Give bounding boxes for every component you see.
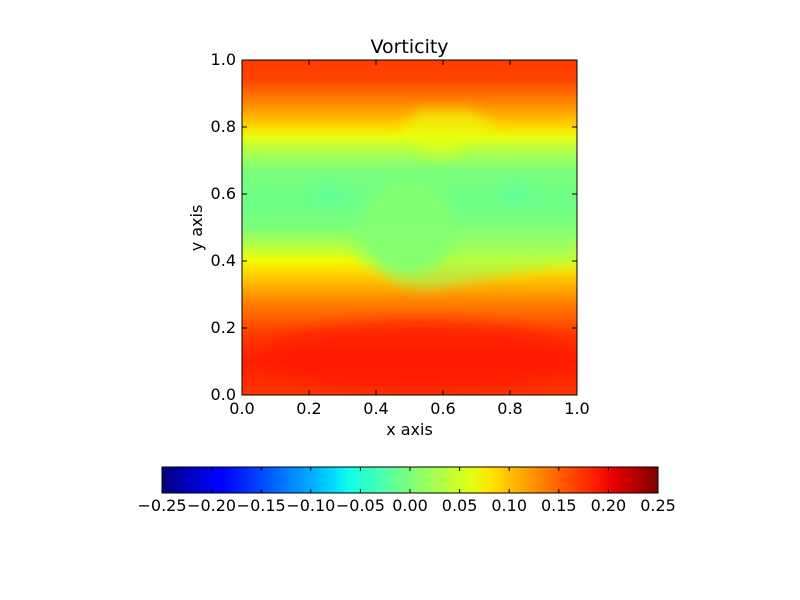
colorbar-tick-labels: −0.25 −0.20 −0.15 −0.10 −0.05 0.00 0.05 …	[137, 496, 675, 515]
y-tick-label: 0.6	[211, 184, 236, 203]
colorbar-tick-label: 0.25	[640, 496, 676, 515]
colorbar-ticks	[161, 467, 659, 493]
heatmap-vortex-left	[280, 167, 380, 223]
y-tick-label: 0.8	[211, 117, 236, 136]
x-tick-label: 0.4	[363, 399, 388, 418]
x-tick-label: 0.8	[497, 399, 522, 418]
heatmap-red-core	[260, 320, 577, 390]
colorbar-tick-label: 0.05	[442, 496, 478, 515]
heatmap-obstacle	[362, 180, 456, 274]
colorbar-tick-label: −0.05	[336, 496, 385, 515]
x-tick-label: 1.0	[564, 399, 589, 418]
x-tick-label: 0.0	[229, 399, 254, 418]
colorbar	[161, 466, 659, 494]
colorbar-tick-label: 0.20	[591, 496, 627, 515]
heatmap-field	[242, 60, 577, 395]
x-tick-label: 0.2	[296, 399, 321, 418]
colorbar-tick-label: 0.15	[541, 496, 577, 515]
plot-frame	[241, 59, 578, 396]
heatmap-wake-upper	[400, 110, 500, 156]
colorbar-tick-label: 0.00	[392, 496, 428, 515]
colorbar-tick-label: 0.10	[491, 496, 527, 515]
y-tick-label: 0.2	[211, 318, 236, 337]
colorbar-tick-label: −0.15	[237, 496, 286, 515]
y-tick-label: 1.0	[211, 50, 236, 69]
x-axis-label: x axis	[386, 420, 433, 439]
chart-title: Vorticity	[370, 36, 448, 58]
axis-ticks	[241, 59, 578, 396]
colorbar-tick-label: −0.10	[286, 496, 335, 515]
y-tick-labels: 0.0 0.2 0.4 0.6 0.8 1.0	[211, 50, 236, 404]
y-tick-label: 0.4	[211, 251, 236, 270]
y-tick-label: 0.0	[211, 385, 236, 404]
y-axis-label: y axis	[187, 205, 206, 252]
colorbar-tick-label: −0.20	[187, 496, 236, 515]
heatmap-vortex-right	[470, 167, 560, 223]
x-tick-labels: 0.0 0.2 0.4 0.6 0.8 1.0	[229, 399, 589, 418]
x-tick-label: 0.6	[430, 399, 455, 418]
colorbar-tick-label: −0.25	[137, 496, 186, 515]
